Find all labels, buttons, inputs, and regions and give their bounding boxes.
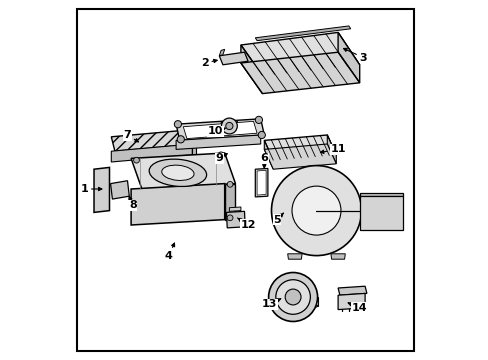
Text: 1: 1 [80, 184, 102, 194]
Text: 3: 3 [343, 48, 366, 63]
Circle shape [177, 136, 184, 143]
Text: 7: 7 [123, 130, 138, 142]
Polygon shape [255, 26, 350, 41]
Text: 13: 13 [262, 299, 280, 309]
Polygon shape [226, 211, 244, 228]
Circle shape [221, 118, 237, 134]
Polygon shape [287, 254, 302, 259]
Polygon shape [183, 121, 257, 139]
Polygon shape [241, 52, 359, 94]
Circle shape [218, 152, 224, 158]
Polygon shape [264, 135, 336, 160]
Text: 14: 14 [347, 303, 367, 313]
Polygon shape [316, 198, 361, 223]
Polygon shape [111, 144, 192, 162]
Circle shape [255, 116, 262, 123]
Circle shape [291, 186, 340, 235]
Polygon shape [257, 170, 265, 195]
Polygon shape [359, 193, 402, 196]
Circle shape [133, 157, 139, 163]
Circle shape [174, 121, 181, 128]
Polygon shape [131, 184, 224, 225]
Polygon shape [219, 52, 247, 65]
Polygon shape [110, 181, 129, 199]
Circle shape [225, 122, 232, 130]
Polygon shape [219, 49, 224, 56]
Text: 2: 2 [201, 58, 217, 68]
Text: 11: 11 [320, 144, 345, 154]
Text: 10: 10 [207, 126, 225, 136]
Polygon shape [192, 144, 196, 155]
Polygon shape [326, 135, 336, 164]
Polygon shape [131, 153, 235, 189]
Text: 5: 5 [272, 213, 283, 225]
Circle shape [285, 289, 301, 305]
Circle shape [275, 280, 310, 314]
Polygon shape [264, 140, 273, 169]
Circle shape [271, 166, 361, 256]
Polygon shape [221, 121, 238, 133]
Circle shape [268, 273, 317, 321]
Text: 6: 6 [260, 153, 268, 168]
Polygon shape [111, 130, 196, 151]
Polygon shape [330, 254, 345, 259]
Polygon shape [337, 32, 359, 83]
Polygon shape [241, 32, 359, 76]
Polygon shape [229, 207, 241, 211]
Polygon shape [359, 196, 402, 230]
Circle shape [258, 131, 265, 139]
Ellipse shape [149, 159, 206, 186]
Polygon shape [176, 119, 264, 140]
Polygon shape [337, 286, 366, 295]
Ellipse shape [268, 302, 317, 310]
Polygon shape [255, 168, 267, 197]
Text: 8: 8 [129, 196, 137, 210]
Circle shape [227, 215, 232, 221]
Polygon shape [224, 184, 235, 220]
Circle shape [227, 181, 232, 187]
Polygon shape [264, 144, 336, 169]
Polygon shape [176, 135, 260, 149]
Text: 9: 9 [215, 153, 227, 163]
Text: 4: 4 [164, 243, 174, 261]
Polygon shape [94, 167, 109, 212]
Polygon shape [337, 293, 365, 310]
Polygon shape [241, 45, 262, 94]
Text: 12: 12 [237, 218, 255, 230]
Ellipse shape [162, 165, 194, 180]
